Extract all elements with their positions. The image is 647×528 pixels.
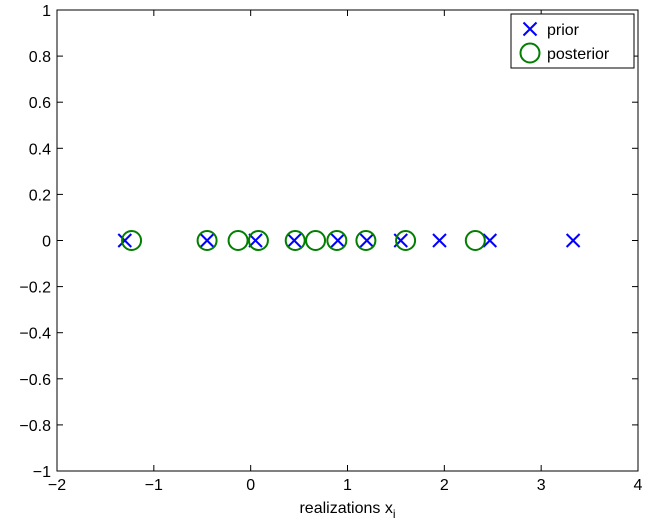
plot-frame xyxy=(56,9,639,472)
prior-point xyxy=(359,233,375,248)
prior-point xyxy=(330,233,346,248)
x-marker-stroke xyxy=(482,233,498,248)
legend-label-prior: prior xyxy=(547,22,580,39)
legend: prior posterior xyxy=(510,13,635,69)
x-marker-stroke xyxy=(248,233,263,248)
x-marker-stroke xyxy=(565,233,581,248)
posterior-point xyxy=(247,230,269,251)
prior-point xyxy=(248,233,263,248)
x-tick-label: 4 xyxy=(634,477,643,494)
x-marker-stroke xyxy=(330,233,346,248)
posterior-point xyxy=(305,230,327,251)
posterior-point xyxy=(326,230,348,251)
posterior-point xyxy=(355,230,377,251)
y-tick-label: −0.4 xyxy=(19,326,51,343)
x-axis-label-text: realizations x xyxy=(299,500,392,517)
prior-point xyxy=(117,233,132,248)
legend-marker-prior xyxy=(522,21,538,37)
x-marker-stroke xyxy=(117,233,132,248)
x-marker-stroke xyxy=(359,233,375,248)
x-axis-label: realizations xi xyxy=(299,500,395,521)
x-marker-stroke xyxy=(287,233,302,248)
x-tick-label: −2 xyxy=(48,477,66,494)
y-tick-label: 0 xyxy=(42,234,51,251)
legend-box xyxy=(510,13,635,69)
posterior-point xyxy=(227,230,249,251)
posterior-point xyxy=(196,230,218,251)
posterior-point xyxy=(121,230,143,251)
x-marker-stroke xyxy=(432,233,447,248)
plot-layer: −2 −1 0 1 2 3 4−1−0.8−0.6−0.4−0.200.20.40.60.8… xyxy=(19,3,642,494)
y-tick-label: 0.2 xyxy=(29,187,51,204)
y-tick-label: 0.4 xyxy=(29,141,51,158)
x-tick-label: 0 xyxy=(246,477,255,494)
series-prior xyxy=(117,233,581,248)
x-tick-label: 2 xyxy=(440,477,449,494)
prior-point xyxy=(287,233,302,248)
legend-label-posterior: posterior xyxy=(547,46,610,63)
prior-point xyxy=(199,233,215,248)
posterior-point xyxy=(464,230,486,251)
y-tick-label: −1 xyxy=(33,464,51,481)
x-axis-label-subscript: i xyxy=(393,507,396,521)
prior-point xyxy=(432,233,447,248)
y-tick-label: −0.2 xyxy=(19,280,51,297)
posterior-point xyxy=(395,230,417,251)
series-posterior xyxy=(121,230,486,251)
y-tick-label: 0.6 xyxy=(29,95,51,112)
x-marker-stroke xyxy=(199,233,215,248)
posterior-point xyxy=(284,230,306,251)
x-tick-label: 1 xyxy=(343,477,352,494)
prior-point xyxy=(565,233,581,248)
x-marker-stroke xyxy=(522,21,538,37)
legend-marker-posterior xyxy=(519,42,541,64)
y-tick-label: −0.6 xyxy=(19,372,51,389)
x-tick-label: −1 xyxy=(145,477,163,494)
y-tick-label: 1 xyxy=(42,3,51,20)
prior-point xyxy=(482,233,498,248)
y-tick-label: 0.8 xyxy=(29,49,51,66)
x-tick-label: 3 xyxy=(537,477,546,494)
y-tick-label: −0.8 xyxy=(19,418,51,435)
